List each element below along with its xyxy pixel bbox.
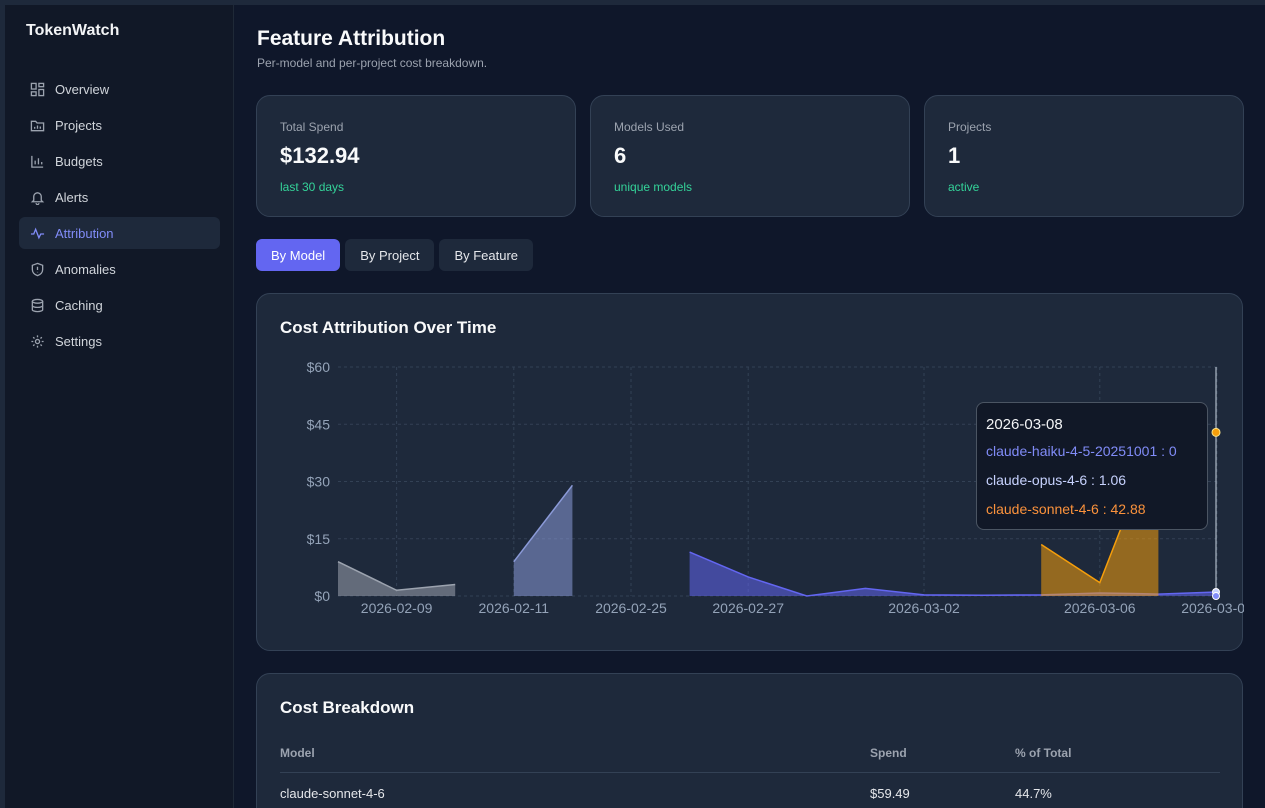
tooltip-row-haiku: claude-haiku-4-5-20251001 : 0 bbox=[986, 443, 1177, 459]
cell-model: claude-sonnet-4-6 bbox=[280, 786, 385, 801]
stat-value: 6 bbox=[614, 143, 627, 168]
stat-label: Projects bbox=[948, 120, 992, 134]
column-header-model: Model bbox=[280, 746, 315, 760]
sidebar-item-anomalies[interactable]: Anomalies bbox=[19, 253, 220, 285]
column-header-percent: % of Total bbox=[1015, 746, 1072, 760]
series-line bbox=[513, 484, 573, 563]
tab-by-project[interactable]: By Project bbox=[345, 239, 435, 271]
x-tick-label: 2026-02-25 bbox=[595, 600, 667, 616]
stat-note: unique models bbox=[614, 180, 693, 194]
sidebar-item-label: Budgets bbox=[55, 153, 103, 169]
main-content: Feature Attribution Per-model and per-pr… bbox=[234, 5, 1265, 808]
cell-percent: 44.7% bbox=[1015, 786, 1052, 801]
left-edge bbox=[0, 0, 5, 808]
sidebar-item-attribution[interactable]: Attribution bbox=[19, 217, 220, 249]
tooltip-row-opus: claude-opus-4-6 : 1.06 bbox=[986, 472, 1127, 488]
y-tick-label: $60 bbox=[307, 359, 331, 375]
bar-chart-icon bbox=[31, 155, 44, 168]
sidebar-item-caching[interactable]: Caching bbox=[19, 289, 220, 321]
top-border bbox=[0, 0, 1265, 5]
stat-value: 1 bbox=[948, 143, 961, 168]
tooltip-row-sonnet: claude-sonnet-4-6 : 42.88 bbox=[986, 501, 1146, 517]
database-icon bbox=[31, 298, 44, 312]
x-tick-label: 2026-02-09 bbox=[361, 600, 433, 616]
app-logo-text: TokenWatch bbox=[26, 22, 120, 39]
column-header-spend: Spend bbox=[870, 746, 907, 760]
stat-label: Models Used bbox=[614, 120, 685, 134]
view-tabs: By Model By Project By Feature bbox=[256, 239, 538, 271]
x-tick-label: 2026-03-02 bbox=[888, 600, 960, 616]
sidebar-item-label: Settings bbox=[55, 333, 102, 349]
tooltip-date: 2026-03-08 bbox=[986, 416, 1063, 433]
bell-icon bbox=[30, 191, 45, 205]
dashboard-icon bbox=[30, 82, 45, 96]
sidebar-item-label: Anomalies bbox=[55, 261, 116, 277]
breakdown-title: Cost Breakdown bbox=[280, 698, 415, 717]
stat-label: Total Spend bbox=[280, 120, 344, 134]
shield-alert-icon bbox=[31, 262, 44, 276]
y-tick-label: $0 bbox=[314, 588, 330, 604]
sidebar-item-label: Alerts bbox=[55, 189, 89, 205]
sidebar: TokenWatch Overview Projects Budgets Ale… bbox=[5, 5, 234, 808]
y-tick-label: $15 bbox=[307, 531, 331, 547]
activity-icon bbox=[30, 226, 45, 239]
y-tick-label: $30 bbox=[307, 474, 331, 490]
page-title: Feature Attribution bbox=[257, 27, 446, 50]
series-line bbox=[337, 560, 456, 592]
sidebar-item-projects[interactable]: Projects bbox=[19, 109, 220, 141]
stat-note: last 30 days bbox=[280, 180, 345, 194]
folder-icon bbox=[30, 120, 45, 131]
hover-point-haiku bbox=[1212, 592, 1220, 600]
chart-card: Cost Attribution Over Time $0 $15 $30 $45 $6… bbox=[256, 293, 1244, 651]
x-tick-label: 2026-03-08 bbox=[1181, 600, 1244, 616]
header-divider bbox=[280, 772, 1220, 773]
sidebar-item-alerts[interactable]: Alerts bbox=[19, 181, 220, 213]
tab-by-feature[interactable]: By Feature bbox=[439, 239, 534, 271]
chart-tooltip: 2026-03-08 claude-haiku-4-5-20251001 : 0… bbox=[976, 402, 1208, 530]
series-area bbox=[1041, 432, 1159, 596]
stat-value: $132.94 bbox=[280, 143, 360, 168]
hover-point-sonnet bbox=[1211, 427, 1221, 437]
sidebar-item-budgets[interactable]: Budgets bbox=[19, 145, 220, 177]
sidebar-item-label: Overview bbox=[55, 81, 110, 97]
x-tick-label: 2026-03-06 bbox=[1064, 600, 1136, 616]
series-area bbox=[689, 552, 1217, 596]
sidebar-item-label: Projects bbox=[55, 117, 102, 133]
gear-icon bbox=[31, 334, 44, 348]
sidebar-item-settings[interactable]: Settings bbox=[19, 325, 220, 357]
tab-by-model[interactable]: By Model bbox=[256, 239, 341, 271]
cell-spend: $59.49 bbox=[870, 786, 910, 801]
stat-note: active bbox=[948, 180, 980, 194]
sidebar-nav: Overview Projects Budgets Alerts Attribu… bbox=[19, 73, 220, 361]
x-tick-label: 2026-02-11 bbox=[479, 600, 550, 616]
sidebar-item-label: Caching bbox=[55, 297, 103, 313]
series-area bbox=[513, 485, 573, 596]
stat-card-projects: Projects 1 active bbox=[924, 95, 1244, 217]
page-subtitle: Per-model and per-project cost breakdown… bbox=[257, 56, 488, 70]
stat-card-total-spend: Total Spend $132.94 last 30 days bbox=[256, 95, 576, 217]
cost-breakdown-card: Cost Breakdown Model Spend % of Total cl… bbox=[256, 673, 1243, 808]
stat-card-models-used: Models Used 6 unique models bbox=[590, 95, 910, 217]
chart-title: Cost Attribution Over Time bbox=[280, 318, 497, 337]
sidebar-item-overview[interactable]: Overview bbox=[19, 73, 220, 105]
y-tick-label: $45 bbox=[307, 416, 331, 432]
sidebar-item-label: Attribution bbox=[55, 225, 114, 241]
x-tick-label: 2026-02-27 bbox=[712, 600, 784, 616]
